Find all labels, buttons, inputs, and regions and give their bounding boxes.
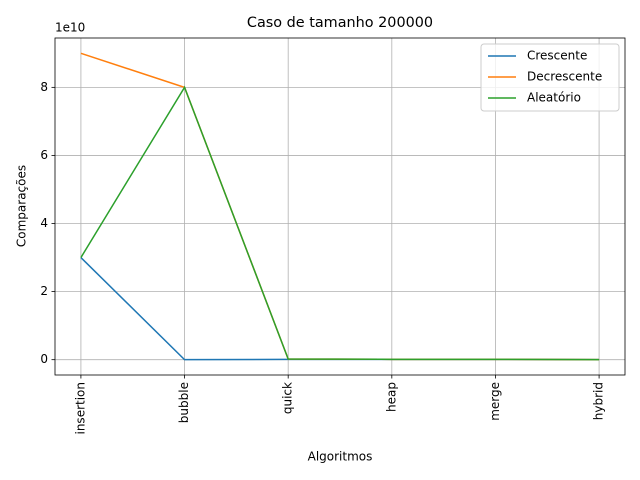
x-tick-label: heap <box>384 382 398 412</box>
legend-label: Aleatório <box>527 91 581 105</box>
y-tick-label: 8 <box>40 80 48 94</box>
legend-box <box>480 43 620 112</box>
line-series <box>80 257 600 361</box>
x-tick-label: bubble <box>177 382 191 423</box>
line-series <box>80 85 600 361</box>
y-tick-label: 2 <box>40 284 48 298</box>
y-tick-label: 0 <box>40 352 48 366</box>
y-tick-label: 4 <box>40 216 48 230</box>
legend-label: Decrescente <box>527 70 602 84</box>
x-tick-label: insertion <box>73 382 87 435</box>
x-tick-label: hybrid <box>592 382 606 420</box>
plot-frame <box>54 37 626 376</box>
x-tick-label: quick <box>281 382 295 414</box>
y-tick-label: 6 <box>40 148 48 162</box>
x-axis-label: Algoritmos <box>308 450 373 464</box>
y-offset-label: 1e10 <box>55 21 85 35</box>
chart-title: Caso de tamanho 200000 <box>247 15 433 31</box>
legend: Crescente Decrescente Aleatório <box>480 43 620 112</box>
legend-label: Crescente <box>527 49 587 63</box>
y-axis-label: Comparações <box>15 165 29 247</box>
x-tick-label: merge <box>488 382 502 421</box>
